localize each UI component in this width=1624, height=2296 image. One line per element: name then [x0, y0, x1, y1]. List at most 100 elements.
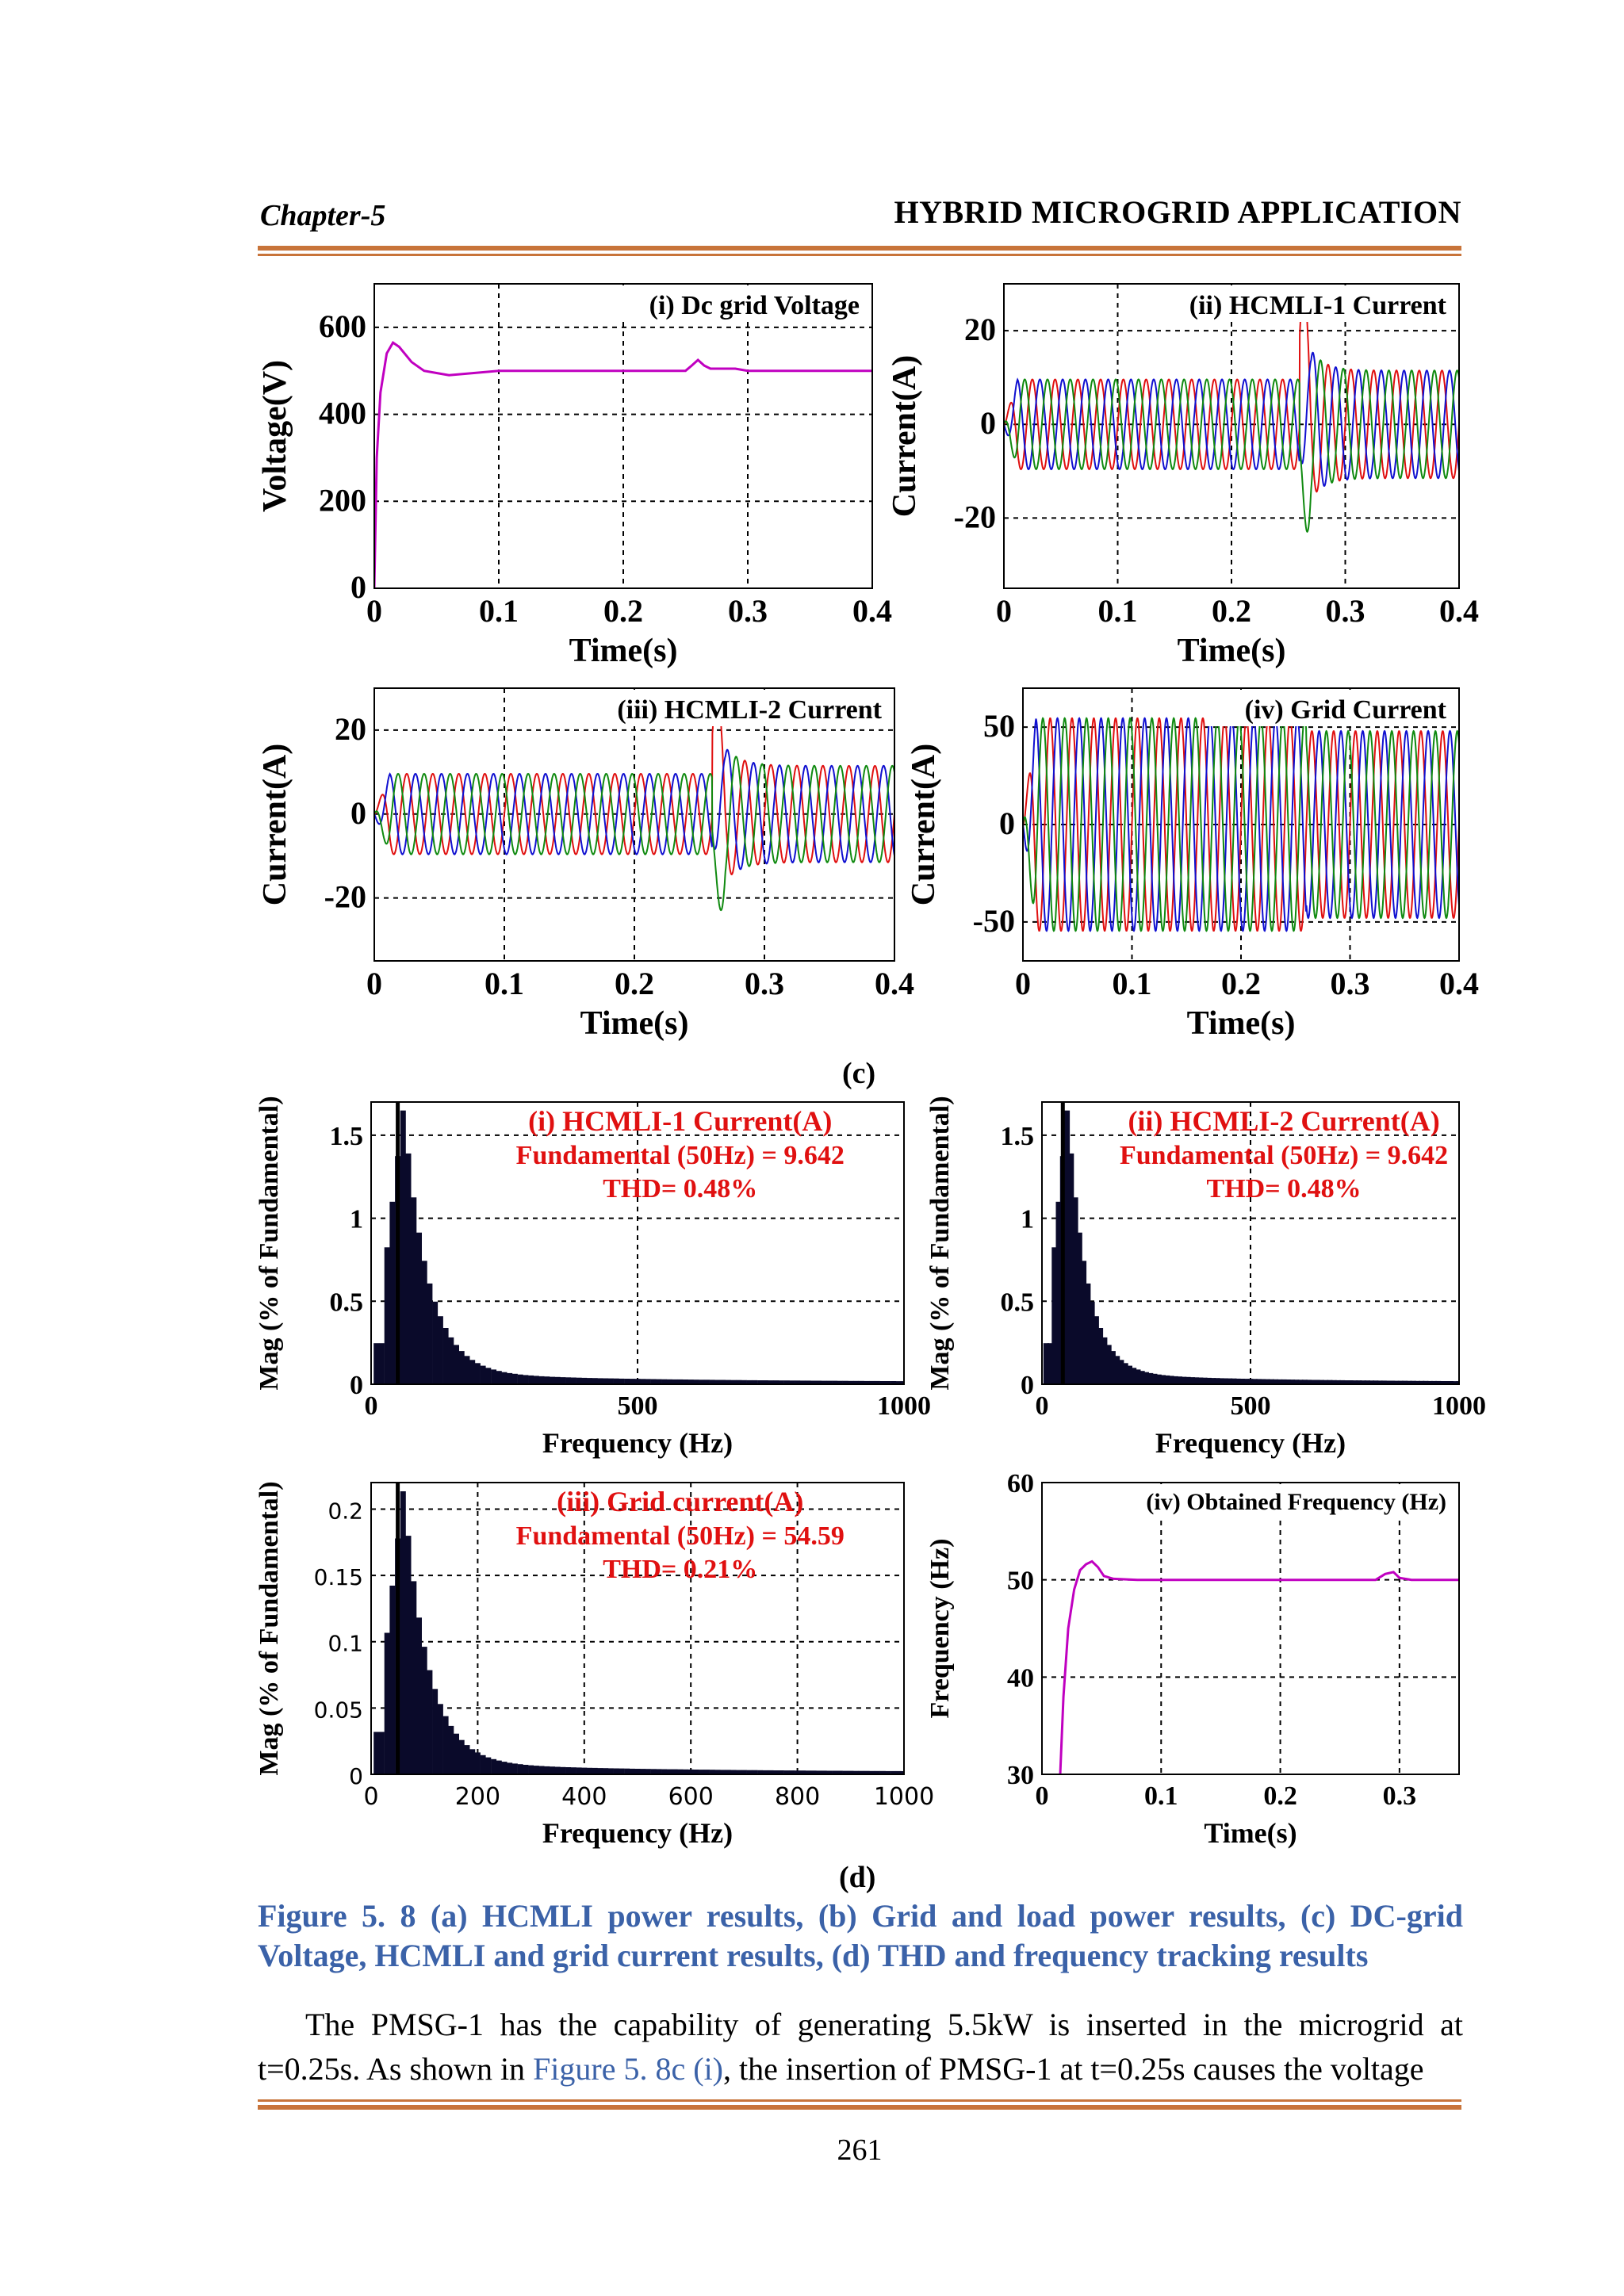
spectrum-bar: [458, 1739, 465, 1774]
spectrum-bar: [405, 1153, 412, 1384]
x-tick-label: 0: [1036, 1391, 1049, 1421]
spectrum-bar: [858, 1770, 864, 1774]
spectrum-bar: [746, 1770, 753, 1774]
spectrum-bar: [517, 1764, 523, 1774]
spectrum-bar: [624, 1768, 630, 1774]
phase-waveform: [374, 748, 894, 871]
panel-hcmli2-current: 0 0.1 0.2 0.3 0.4 -20 0 20 (iii) HCMLI-2 Current…: [255, 683, 914, 1048]
spectrum-bar: [1164, 1375, 1170, 1384]
spectrum-bar: [891, 1381, 897, 1384]
spectrum-bar: [736, 1380, 742, 1384]
spectrum-bar: [464, 1356, 470, 1384]
spectrum-bar: [672, 1379, 678, 1384]
data-layer: [1043, 1102, 1459, 1384]
spectrum-bar: [613, 1378, 619, 1384]
spectrum-bar: [736, 1770, 742, 1774]
spectrum-bar: [666, 1769, 672, 1774]
figure-caption: Figure 5. 8 (a) HCMLI power results, (b)…: [258, 1898, 1463, 1973]
spectrum-bar: [432, 1301, 439, 1384]
spectrum-bar: [480, 1755, 486, 1774]
y-axis-label: Current(A): [906, 744, 942, 906]
x-tick-label: 0.1: [1144, 1781, 1178, 1811]
spectrum-bar: [619, 1768, 625, 1774]
fft-annotation: (ii) HCMLI-2 Current(A): [1128, 1105, 1439, 1137]
spectrum-bar: [1256, 1379, 1262, 1384]
spectrum-bar: [693, 1770, 699, 1774]
x-axis-label: Time(s): [1178, 633, 1286, 669]
spectrum-bar: [400, 1491, 406, 1774]
spectrum-bar: [683, 1769, 688, 1774]
spectrum-bar: [699, 1380, 705, 1384]
spectrum-bar: [565, 1767, 572, 1774]
chapter-label: Chapter-5: [260, 199, 386, 232]
spectrum-bar: [448, 1725, 454, 1774]
spectrum-bar: [1185, 1376, 1191, 1384]
data-layer: [1023, 717, 1459, 932]
spectrum-bar: [624, 1379, 630, 1384]
spectrum-bar: [730, 1380, 737, 1384]
panel-fft-grid: 0 200 400 600 800 1000 0 0.05 0.1 0.15 0.2 (iii) Gr…: [252, 1478, 934, 1857]
spectrum-bar: [853, 1380, 859, 1384]
spectrum-bar: [511, 1373, 518, 1384]
spectrum-bar: [1101, 1337, 1108, 1384]
spectrum-bar: [485, 1757, 492, 1774]
chart-svg: 0 200 400 600 800 1000 0 0.05 0.1 0.15 0.2 (iii) Gr…: [255, 1481, 934, 1849]
y-tick-label: 0.5: [1001, 1288, 1035, 1317]
spectrum-bar: [1431, 1380, 1437, 1384]
spectrum-bar: [1068, 1153, 1074, 1384]
spectrum-bar: [1343, 1380, 1350, 1384]
spectrum-bar: [1310, 1380, 1316, 1384]
spectrum-bar: [1385, 1380, 1392, 1384]
body-paragraph: The PMSG-1 has the capability of generat…: [258, 2003, 1463, 2091]
spectrum-bar: [581, 1377, 588, 1384]
y-axis-label: Frequency (Hz): [925, 1539, 955, 1719]
spectrum-bar: [778, 1380, 784, 1384]
y-tick-label: 0: [349, 1763, 363, 1789]
spectrum-bar: [1160, 1375, 1166, 1384]
spectrum-bar: [1456, 1381, 1459, 1384]
spectrum-bar: [1251, 1379, 1258, 1384]
y-tick-label: 0: [1021, 1371, 1034, 1400]
spectrum-bar: [688, 1769, 694, 1774]
figure-reference-link[interactable]: Figure 5. 8c (i): [533, 2051, 724, 2087]
spectrum-bar: [496, 1371, 502, 1384]
spectrum-bar: [1293, 1380, 1300, 1384]
panel-dc-grid-voltage: 0 0.1 0.2 0.3 0.4 0 200 400 600 (i) Dc grid Volta…: [255, 279, 892, 675]
panel-grid-current: 0 0.1 0.2 0.3 0.4 -50 0 50 (iv) Grid Current Time…: [904, 683, 1479, 1048]
spectrum-bar: [554, 1376, 561, 1384]
spectrum-bar: [1360, 1380, 1366, 1384]
x-tick-label: 800: [775, 1783, 820, 1811]
spectrum-bar: [1423, 1380, 1429, 1384]
spectrum-bar: [603, 1768, 609, 1774]
body-text-1: The PMSG-1 has the capability of generat…: [258, 2007, 1463, 2087]
chart-svg: 0 500 1000 0 0.5 1 1.5 (ii) HCMLI-2 Current(A) F…: [925, 1096, 1486, 1459]
x-axis-label: Time(s): [1187, 1005, 1296, 1042]
spectrum-bar: [1218, 1378, 1224, 1384]
fft-annotation: Fundamental (50Hz) = 9.642: [516, 1141, 845, 1170]
spectrum-bar: [1122, 1363, 1128, 1384]
spectrum-bar: [1168, 1376, 1174, 1384]
plot-frame: [1003, 283, 1460, 589]
x-axis-label: Frequency (Hz): [1155, 1427, 1346, 1459]
spectrum-bar: [789, 1770, 795, 1774]
plot-area: 0 200 400 600 800 1000 0 0.05 0.1 0.15 0.2 (iii) Gr…: [255, 1481, 934, 1849]
spectrum-bar: [491, 1369, 497, 1384]
y-tick-label: 0: [350, 1371, 363, 1400]
spectrum-bar: [1222, 1378, 1228, 1384]
spectrum-bar: [703, 1380, 710, 1384]
spectrum-bar: [1373, 1380, 1379, 1384]
spectrum-bar: [805, 1770, 811, 1774]
spectrum-bar: [454, 1733, 459, 1774]
spectrum-bar: [400, 1110, 406, 1384]
y-tick-label: 1.5: [330, 1122, 364, 1151]
y-tick-label: 600: [319, 308, 366, 344]
spectrum-bar: [858, 1380, 864, 1384]
y-tick-label: -50: [973, 903, 1015, 939]
spectrum-bar: [1081, 1261, 1087, 1384]
spectrum-bar: [1135, 1369, 1141, 1384]
spectrum-bar: [891, 1770, 897, 1774]
spectrum-bar: [378, 1343, 385, 1384]
spectrum-bar: [560, 1377, 566, 1384]
spectrum-bar: [699, 1770, 705, 1774]
